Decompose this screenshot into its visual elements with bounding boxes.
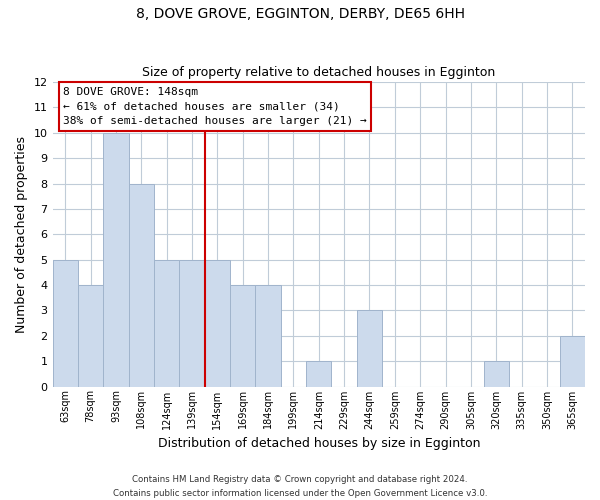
Bar: [103, 133, 128, 386]
Bar: [78, 285, 103, 386]
Bar: [357, 310, 382, 386]
Bar: [484, 361, 509, 386]
Title: Size of property relative to detached houses in Egginton: Size of property relative to detached ho…: [142, 66, 496, 80]
Bar: [128, 184, 154, 386]
Bar: [560, 336, 585, 386]
Bar: [256, 285, 281, 386]
X-axis label: Distribution of detached houses by size in Egginton: Distribution of detached houses by size …: [158, 437, 480, 450]
Bar: [179, 260, 205, 386]
Bar: [205, 260, 230, 386]
Text: Contains HM Land Registry data © Crown copyright and database right 2024.
Contai: Contains HM Land Registry data © Crown c…: [113, 476, 487, 498]
Bar: [230, 285, 256, 386]
Text: 8, DOVE GROVE, EGGINTON, DERBY, DE65 6HH: 8, DOVE GROVE, EGGINTON, DERBY, DE65 6HH: [136, 8, 464, 22]
Y-axis label: Number of detached properties: Number of detached properties: [15, 136, 28, 333]
Bar: [154, 260, 179, 386]
Bar: [306, 361, 331, 386]
Bar: [53, 260, 78, 386]
Text: 8 DOVE GROVE: 148sqm
← 61% of detached houses are smaller (34)
38% of semi-detac: 8 DOVE GROVE: 148sqm ← 61% of detached h…: [63, 86, 367, 126]
